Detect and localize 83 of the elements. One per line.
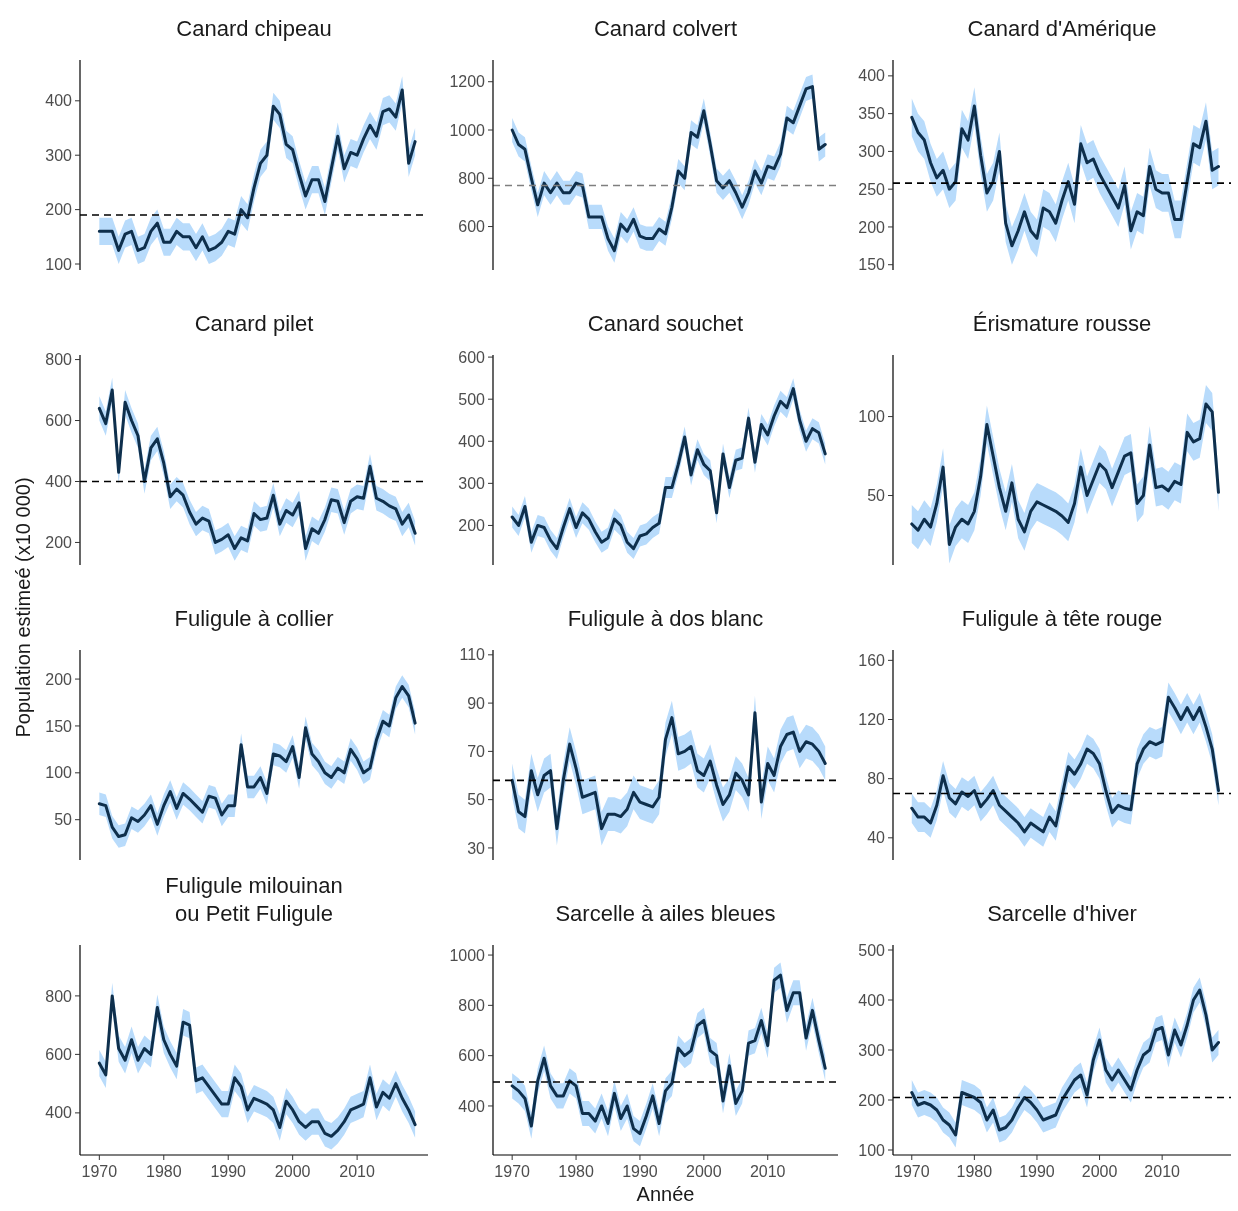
- y-tick-label: 250: [858, 180, 886, 198]
- x-tick-label: 2010: [1144, 1163, 1181, 1180]
- y-tick-label: 600: [45, 412, 73, 430]
- x-axis-title: Année: [636, 1183, 695, 1205]
- x-tick-label: 1970: [494, 1163, 531, 1180]
- chart-title: Sarcelle à ailes bleues: [555, 901, 776, 926]
- y-tick-label: 300: [45, 146, 73, 164]
- y-tick-label: 200: [45, 534, 73, 552]
- line-series: [910, 402, 1220, 546]
- chart-title: Érismature rousse: [972, 311, 1152, 336]
- x-tick-label: 2010: [749, 1163, 786, 1180]
- line-series: [510, 711, 827, 831]
- x-tick-label: 1970: [893, 1163, 930, 1180]
- y-tick-label: 150: [45, 717, 73, 735]
- y-tick-label: 50: [54, 811, 73, 829]
- x-tick-label: 1970: [81, 1163, 118, 1180]
- chart-title: Canard pilet: [194, 311, 314, 336]
- x-tick-label: 2000: [1081, 1163, 1118, 1180]
- y-tick-label: 400: [45, 473, 73, 491]
- y-tick-label: 100: [45, 255, 73, 273]
- chart-title: Fuligule à tête rouge: [961, 606, 1163, 631]
- y-tick-label: 800: [45, 351, 73, 369]
- y-tick-label: 800: [458, 996, 486, 1014]
- y-tick-label: 90: [467, 694, 486, 712]
- line-series: [910, 695, 1220, 834]
- y-tick-label: 1000: [449, 946, 486, 964]
- x-tick-label: 2000: [686, 1163, 722, 1180]
- chart-title: Fuligule à dos blanc: [567, 606, 764, 631]
- y-tick-label: 400: [858, 67, 886, 85]
- y-tick-label: 800: [458, 169, 486, 187]
- y-tick-label: 600: [458, 218, 486, 236]
- chart-title: Canard colvert: [593, 16, 738, 41]
- y-tick-label: 400: [458, 432, 486, 450]
- y-tick-label: 1200: [449, 73, 486, 91]
- y-tick-label: 80: [867, 770, 886, 788]
- y-tick-label: 600: [45, 1045, 73, 1063]
- x-tick-label: 1990: [622, 1163, 658, 1180]
- y-tick-label: 100: [858, 408, 886, 426]
- x-tick-label: 2000: [274, 1163, 311, 1180]
- y-tick-label: 600: [458, 348, 486, 366]
- y-tick-label: 40: [867, 829, 886, 847]
- x-tick-label: 1980: [558, 1163, 594, 1180]
- y-tick-label: 200: [858, 1091, 886, 1109]
- y-tick-label: 50: [867, 487, 886, 505]
- y-tick-label: 200: [45, 201, 73, 219]
- y-tick-label: 600: [458, 1047, 486, 1065]
- y-tick-label: 300: [858, 1041, 886, 1059]
- chart-title: Canard chipeau: [176, 16, 332, 41]
- y-tick-label: 110: [459, 646, 486, 664]
- x-tick-label: 1990: [1019, 1163, 1055, 1180]
- y-axis-title: Population estimeé (x10 000): [12, 477, 34, 738]
- y-tick-label: 150: [858, 256, 886, 274]
- x-tick-label: 1980: [145, 1163, 182, 1180]
- y-tick-label: 300: [458, 474, 486, 492]
- y-tick-label: 100: [45, 764, 73, 782]
- chart-title: Canard souchet: [587, 311, 744, 336]
- y-tick-label: 500: [458, 390, 486, 408]
- y-tick-label: 100: [858, 1141, 886, 1159]
- y-tick-label: 200: [45, 670, 73, 688]
- line-series: [910, 104, 1220, 248]
- chart-title: Fuligule à collier: [174, 606, 334, 631]
- y-tick-label: 70: [467, 742, 486, 760]
- chart-title: Sarcelle d'hiver: [987, 901, 1137, 926]
- y-tick-label: 160: [858, 651, 886, 669]
- y-tick-label: 500: [858, 941, 886, 959]
- x-tick-label: 1980: [956, 1163, 993, 1180]
- y-tick-label: 50: [467, 791, 486, 809]
- y-tick-label: 350: [858, 105, 886, 123]
- y-tick-label: 400: [458, 1097, 486, 1115]
- y-tick-label: 200: [458, 517, 486, 535]
- y-tick-label: 200: [858, 218, 886, 236]
- chart-title: Canard d'Amérique: [967, 16, 1157, 41]
- y-tick-label: 400: [45, 92, 73, 110]
- y-tick-label: 800: [45, 987, 73, 1005]
- x-tick-label: 1990: [210, 1163, 247, 1180]
- y-tick-label: 1000: [449, 121, 486, 139]
- y-tick-label: 30: [467, 839, 486, 857]
- x-tick-label: 2010: [339, 1163, 376, 1180]
- y-tick-label: 120: [858, 711, 886, 729]
- y-tick-label: 400: [45, 1104, 73, 1122]
- y-tick-label: 300: [858, 143, 886, 160]
- chart-title: Fuligule milouinan ou Petit Fuligule: [165, 873, 343, 926]
- y-tick-label: 400: [858, 991, 886, 1009]
